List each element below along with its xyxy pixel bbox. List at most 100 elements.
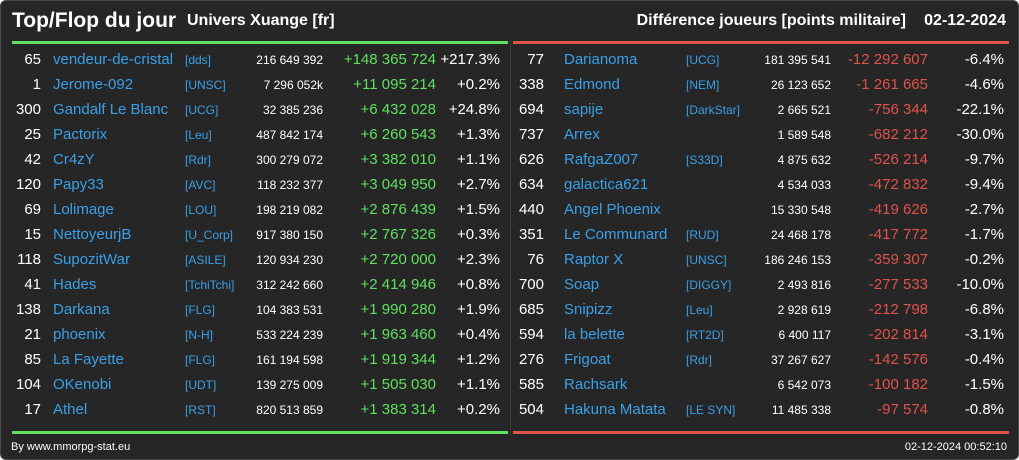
percent-change: -22.1%: [956, 101, 1004, 118]
player-points: 2 665 521: [777, 103, 831, 117]
percent-change: +1.5%: [457, 201, 500, 218]
percent-change: +1.1%: [457, 376, 500, 393]
player-name-link[interactable]: Athel: [53, 401, 88, 418]
alliance-tag-link[interactable]: [LOU]: [185, 203, 217, 217]
alliance-tag-link[interactable]: [UCG]: [686, 53, 720, 67]
flop-row: 585 Rachsark 6 542 073 -100 182 -1.5%: [512, 373, 1018, 398]
percent-change: +1.3%: [457, 126, 500, 143]
alliance-tag-link[interactable]: [FLG]: [185, 353, 216, 367]
points-difference: +3 382 010: [360, 151, 437, 168]
player-name-link[interactable]: galactica621: [564, 176, 649, 193]
alliance-tag-link[interactable]: [RT2D]: [686, 328, 724, 342]
flop-row: 440 Angel Phoenix 15 330 548 -419 626 -2.7%: [512, 198, 1018, 223]
bottom-loss-bar: [513, 431, 1009, 434]
alliance-tag-link[interactable]: [FLG]: [185, 303, 216, 317]
alliance-tag-link[interactable]: [UCG]: [185, 103, 219, 117]
top-loss-bar: [513, 41, 1009, 44]
percent-change: -9.4%: [964, 176, 1004, 193]
top-row: 300 Gandalf Le Blanc [UCG] 32 385 236 +6 432…: [1, 98, 510, 123]
player-name-link[interactable]: Papy33: [53, 176, 104, 193]
player-name-link[interactable]: Edmond: [564, 76, 620, 93]
alliance-tag-link[interactable]: [Leu]: [185, 128, 212, 142]
percent-change: -30.0%: [956, 126, 1004, 143]
points-difference: -756 344: [868, 101, 928, 118]
player-name-link[interactable]: Pactorix: [53, 126, 108, 143]
player-name-link[interactable]: Hades: [53, 276, 97, 293]
top-row: 118 SupozitWar [ASILE] 120 934 230 +2 720 00…: [1, 248, 510, 273]
page-title: Top/Flop du jour: [12, 9, 177, 32]
flop-row: 338 Edmond [NEM] 26 123 652 -1 261 665 -4.6%: [512, 73, 1018, 98]
player-points: 37 267 627: [770, 353, 831, 367]
top-losers-table: 77 Darianoma [UCG] 181 395 541 -12 292 607 -6…: [512, 48, 1018, 423]
player-points: 198 219 082: [256, 203, 323, 217]
alliance-tag-link[interactable]: [RUD]: [686, 228, 719, 242]
percent-change: -6.8%: [964, 301, 1004, 318]
player-rank: 17: [24, 401, 41, 418]
alliance-tag-link[interactable]: [U_Corp]: [185, 228, 234, 242]
player-name-link[interactable]: Raptor X: [564, 251, 624, 268]
alliance-tag-link[interactable]: [TchiTchi]: [185, 278, 235, 292]
points-difference: +6 432 028: [360, 101, 437, 118]
player-name-link[interactable]: Frigoat: [564, 351, 611, 368]
player-name-link[interactable]: Angel Phoenix: [564, 201, 661, 218]
points-difference: -419 626: [868, 201, 928, 218]
player-points: 118 232 377: [257, 178, 323, 192]
alliance-tag-link[interactable]: [UDT]: [185, 378, 217, 392]
percent-change: +24.8%: [448, 101, 500, 118]
alliance-tag-link[interactable]: [ASILE]: [185, 253, 226, 267]
flop-row: 700 Soap [DIGGY] 2 493 816 -277 533 -10.0%: [512, 273, 1018, 298]
alliance-tag-link[interactable]: [AVC]: [185, 178, 216, 192]
player-rank: 65: [24, 51, 41, 68]
top-row: 15 NettoyeurjB [U_Corp] 917 380 150 +2 767 3…: [1, 223, 510, 248]
player-name-link[interactable]: La Fayette: [53, 351, 124, 368]
alliance-tag-link[interactable]: [LE SYN]: [686, 403, 736, 417]
points-difference: -277 533: [868, 276, 928, 293]
top-row: 120 Papy33 [AVC] 118 232 377 +3 049 950 +2.7%: [1, 173, 510, 198]
alliance-tag-link[interactable]: [DarkStar]: [686, 103, 741, 117]
alliance-tag-link[interactable]: [S33D]: [686, 153, 723, 167]
player-name-link[interactable]: Arrex: [564, 126, 600, 143]
player-name-link[interactable]: vendeur-de-cristal: [53, 51, 174, 68]
points-difference: +1 505 030: [360, 376, 437, 393]
player-name-link[interactable]: la belette: [564, 326, 625, 343]
player-name-link[interactable]: Soap: [564, 276, 600, 293]
player-name-link[interactable]: Hakuna Matata: [564, 401, 666, 418]
player-name-link[interactable]: Gandalf Le Blanc: [53, 101, 169, 118]
player-name-link[interactable]: OKenobi: [53, 376, 112, 393]
flop-row: 76 Raptor X [UNSC] 186 246 153 -359 307 -0.2%: [512, 248, 1018, 273]
alliance-tag-link[interactable]: [N-H]: [185, 328, 213, 342]
player-name-link[interactable]: RafgaZ007: [564, 151, 639, 168]
alliance-tag-link[interactable]: [Rdr]: [185, 153, 212, 167]
player-name-link[interactable]: Rachsark: [564, 376, 628, 393]
player-name-link[interactable]: NettoyeurjB: [53, 226, 132, 243]
points-difference: +2 767 326: [360, 226, 437, 243]
player-name-link[interactable]: Snipizz: [564, 301, 613, 318]
alliance-tag-link[interactable]: [NEM]: [686, 78, 720, 92]
footer-source: By www.mmorpg-stat.eu: [11, 441, 131, 453]
player-rank: 138: [15, 301, 41, 318]
player-name-link[interactable]: Cr4zY: [53, 151, 95, 168]
player-points: 32 385 236: [262, 103, 323, 117]
alliance-tag-link[interactable]: [UNSC]: [686, 253, 727, 267]
player-name-link[interactable]: phoenix: [53, 326, 106, 343]
alliance-tag-link[interactable]: [dds]: [185, 53, 212, 67]
player-name-link[interactable]: Le Communard: [564, 226, 668, 243]
percent-change: -0.2%: [964, 251, 1004, 268]
percent-change: -9.7%: [964, 151, 1004, 168]
alliance-tag-link[interactable]: [UNSC]: [185, 78, 226, 92]
alliance-tag-link[interactable]: [RST]: [185, 403, 216, 417]
player-name-link[interactable]: Lolimage: [53, 201, 114, 218]
player-name-link[interactable]: sapije: [564, 101, 604, 118]
player-name-link[interactable]: SupozitWar: [53, 251, 130, 268]
player-rank: 120: [15, 176, 41, 193]
alliance-tag-link[interactable]: [DIGGY]: [686, 278, 732, 292]
percent-change: -3.1%: [964, 326, 1004, 343]
player-rank: 69: [24, 201, 41, 218]
top-row: 138 Darkana [FLG] 104 383 531 +1 990 280 +1.9…: [1, 298, 510, 323]
player-name-link[interactable]: Jerome-092: [53, 76, 134, 93]
player-name-link[interactable]: Darianoma: [564, 51, 638, 68]
flop-row: 694 sapije [DarkStar] 2 665 521 -756 344 -22.…: [512, 98, 1018, 123]
alliance-tag-link[interactable]: [Leu]: [686, 303, 713, 317]
alliance-tag-link[interactable]: [Rdr]: [686, 353, 713, 367]
player-name-link[interactable]: Darkana: [53, 301, 110, 318]
